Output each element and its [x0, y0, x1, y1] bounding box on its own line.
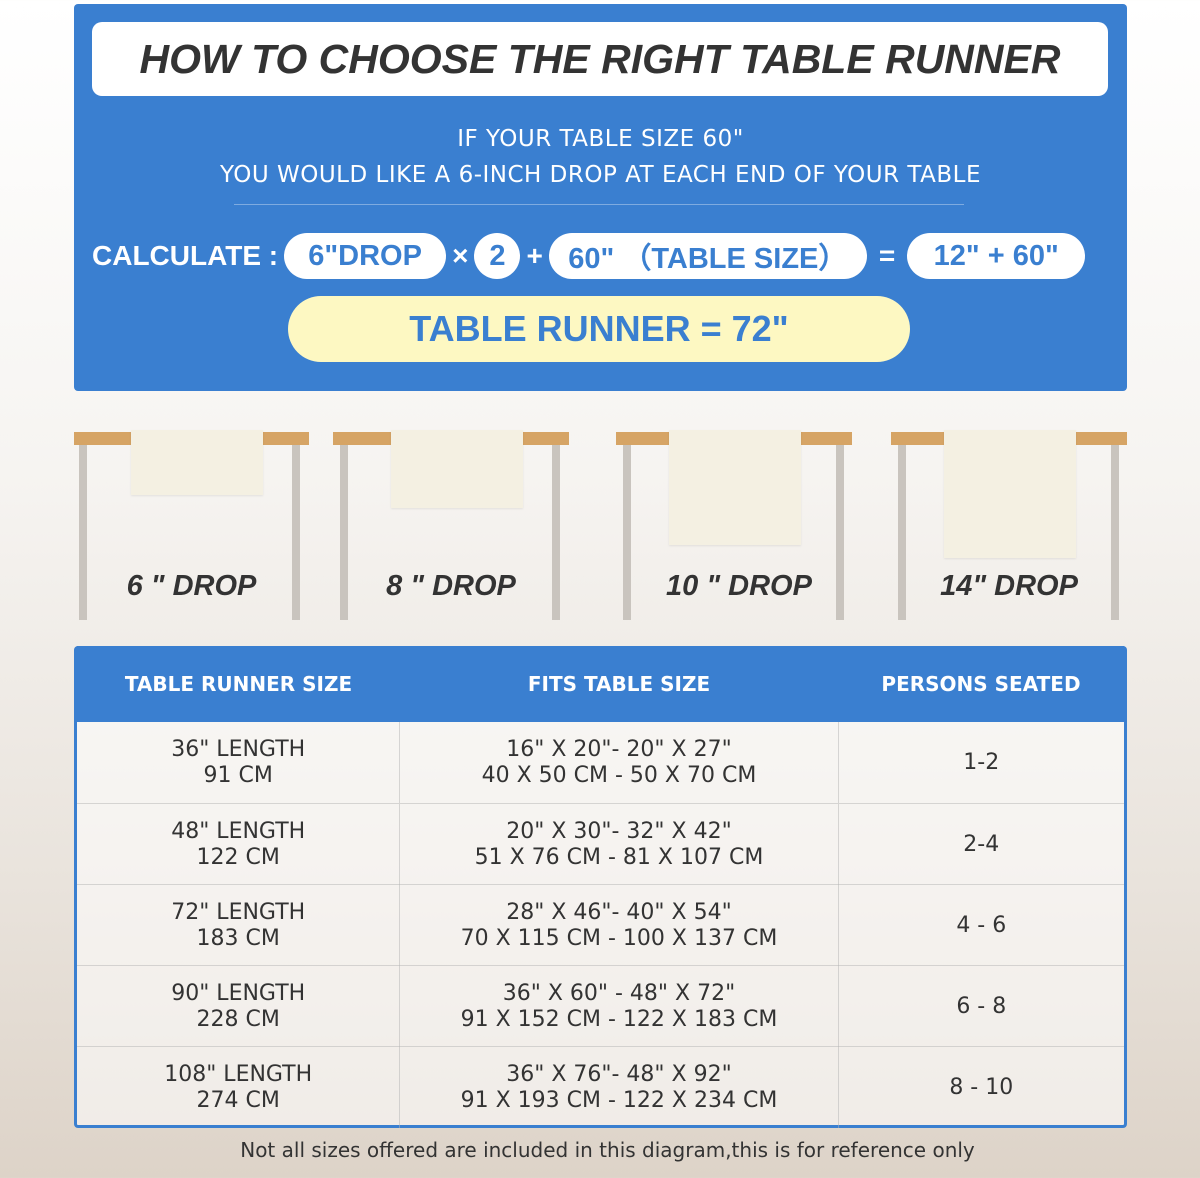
- divider: [234, 204, 964, 205]
- table-leg: [898, 445, 906, 620]
- footnote: Not all sizes offered are included in th…: [240, 1138, 975, 1162]
- runner-size-cell: 48" LENGTH 122 CM: [77, 804, 401, 885]
- fit-inches: 36" X 76"- 48" X 92": [506, 1061, 732, 1087]
- formula-row: CALCULATE : 6"DROP × 2 + 60" （TABLE SIZE…: [92, 232, 1086, 280]
- fits-table-cell: 36" X 60" - 48" X 72" 91 X 152 CM - 122 X…: [400, 966, 839, 1047]
- table-leg: [623, 445, 631, 620]
- persons-cell: 1-2: [839, 722, 1124, 803]
- length-inches: 90" LENGTH: [171, 980, 306, 1006]
- plus-sign: +: [526, 240, 543, 271]
- example-line-2: YOU WOULD LIKE A 6-INCH DROP AT EACH END…: [219, 162, 982, 188]
- table-leg: [292, 445, 300, 620]
- drop-label: 10 " DROP: [666, 570, 812, 602]
- runner-size-cell: 36" LENGTH 91 CM: [77, 722, 401, 803]
- persons-cell: 2-4: [839, 804, 1124, 885]
- fit-cm: 91 X 193 CM - 122 X 234 CM: [460, 1087, 778, 1113]
- fit-cm: 51 X 76 CM - 81 X 107 CM: [474, 844, 764, 870]
- result-pill: TABLE RUNNER = 72": [288, 296, 910, 362]
- table-header: TABLE RUNNER SIZE FITS TABLE SIZE PERSON…: [77, 646, 1124, 722]
- fits-table-cell: 28" X 46"- 40" X 54" 70 X 115 CM - 100 X …: [400, 885, 839, 966]
- length-cm: 228 CM: [196, 1006, 280, 1032]
- runner-size-cell: 108" LENGTH 274 CM: [77, 1047, 401, 1128]
- header-persons: PERSONS SEATED: [881, 672, 1081, 696]
- fits-table-cell: 16" X 20"- 20" X 27" 40 X 50 CM - 50 X 70…: [400, 722, 839, 803]
- persons-seated: 4 - 6: [956, 912, 1007, 938]
- persons-seated: 6 - 8: [956, 993, 1007, 1019]
- header-fits-table: FITS TABLE SIZE: [527, 672, 711, 696]
- multiplier-pill: 2: [474, 233, 521, 279]
- table-row: 90" LENGTH 228 CM 36" X 60" - 48" X 72" 91 …: [77, 965, 1124, 1047]
- length-cm: 274 CM: [196, 1087, 280, 1113]
- example-line-1: IF YOUR TABLE SIZE 60": [457, 126, 744, 152]
- table-leg: [836, 445, 844, 620]
- table-row: 108" LENGTH 274 CM 36" X 76"- 48" X 92" 91 …: [77, 1046, 1124, 1128]
- runner-drop: [131, 430, 263, 495]
- length-inches: 48" LENGTH: [171, 818, 306, 844]
- length-inches: 72" LENGTH: [171, 899, 306, 925]
- persons-cell: 6 - 8: [839, 966, 1124, 1047]
- fit-cm: 40 X 50 CM - 50 X 70 CM: [481, 762, 757, 788]
- table-leg: [340, 445, 348, 620]
- header-runner-size: TABLE RUNNER SIZE: [124, 672, 353, 696]
- persons-seated: 1-2: [963, 749, 1000, 775]
- fits-table-cell: 36" X 76"- 48" X 92" 91 X 193 CM - 122 X …: [400, 1047, 839, 1128]
- sum-pill: 12" + 60": [907, 233, 1086, 279]
- length-cm: 183 CM: [196, 925, 280, 951]
- fit-inches: 36" X 60" - 48" X 72": [502, 980, 736, 1006]
- fit-inches: 16" X 20"- 20" X 27": [506, 736, 732, 762]
- runner-drop: [669, 430, 801, 545]
- fits-table-cell: 20" X 30"- 32" X 42" 51 X 76 CM - 81 X 10…: [400, 804, 839, 885]
- persons-cell: 4 - 6: [839, 885, 1124, 966]
- table-row: 72" LENGTH 183 CM 28" X 46"- 40" X 54" 70 X…: [77, 884, 1124, 966]
- drop-label: 14" DROP: [940, 570, 1078, 602]
- length-cm: 91 CM: [203, 762, 273, 788]
- size-table: TABLE RUNNER SIZE FITS TABLE SIZE PERSON…: [74, 646, 1127, 1128]
- fit-cm: 91 X 152 CM - 122 X 183 CM: [460, 1006, 778, 1032]
- runner-drop: [944, 430, 1076, 558]
- table-row: 36" LENGTH 91 CM 16" X 20"- 20" X 27" 40 X …: [77, 722, 1124, 803]
- calculate-label: CALCULATE :: [92, 240, 279, 271]
- table-leg: [552, 445, 560, 620]
- table-leg: [1111, 445, 1119, 620]
- table-leg: [79, 445, 87, 620]
- length-cm: 122 CM: [196, 844, 280, 870]
- drop-pill: 6"DROP: [284, 233, 447, 279]
- page-title: HOW TO CHOOSE THE RIGHT TABLE RUNNER: [92, 22, 1108, 96]
- calculation-panel: HOW TO CHOOSE THE RIGHT TABLE RUNNER IF …: [74, 4, 1127, 391]
- persons-cell: 8 - 10: [839, 1047, 1124, 1128]
- equals-sign: =: [878, 240, 896, 271]
- times-sign: ×: [452, 240, 469, 271]
- drop-label: 6 " DROP: [126, 570, 257, 602]
- runner-drop: [391, 430, 523, 508]
- length-inches: 108" LENGTH: [164, 1061, 313, 1087]
- fit-cm: 70 X 115 CM - 100 X 137 CM: [460, 925, 778, 951]
- fit-inches: 28" X 46"- 40" X 54": [506, 899, 732, 925]
- length-inches: 36" LENGTH: [171, 736, 306, 762]
- table-row: 48" LENGTH 122 CM 20" X 30"- 32" X 42" 51 X…: [77, 803, 1124, 885]
- runner-size-cell: 72" LENGTH 183 CM: [77, 885, 401, 966]
- persons-seated: 2-4: [963, 831, 1000, 857]
- runner-size-cell: 90" LENGTH 228 CM: [77, 966, 401, 1047]
- table-size-pill: 60" （TABLE SIZE）: [548, 233, 867, 279]
- drop-label: 8 " DROP: [386, 570, 516, 602]
- fit-inches: 20" X 30"- 32" X 42": [506, 818, 732, 844]
- persons-seated: 8 - 10: [949, 1074, 1014, 1100]
